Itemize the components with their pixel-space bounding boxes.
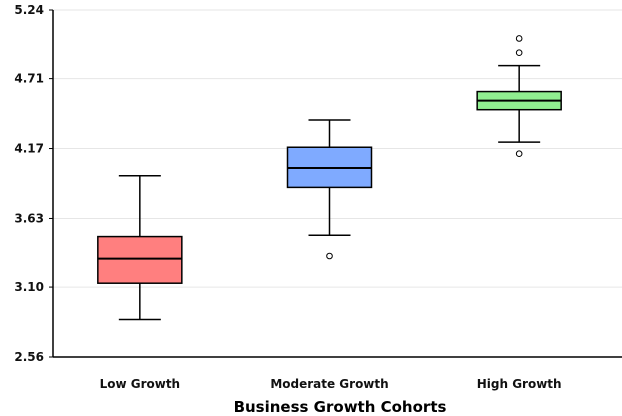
axes: [52, 10, 622, 358]
x-tick-label: High Growth: [477, 377, 562, 391]
x-axis-title: Business Growth Cohorts: [234, 398, 447, 416]
y-tick-label: 4.17: [14, 142, 44, 156]
box-group: [476, 35, 562, 158]
y-tick-label: 2.56: [14, 350, 44, 364]
x-tick-label: Moderate Growth: [270, 377, 388, 391]
boxes: [97, 35, 562, 321]
outlier-point: [515, 35, 523, 42]
x-tick-labels: Low Growth Moderate Growth High Growth: [100, 377, 562, 391]
y-tick-label: 3.63: [14, 211, 44, 225]
x-tick-label: Low Growth: [100, 377, 181, 391]
y-tick-labels: 2.56 3.10 3.63 4.17 4.71 5.24: [14, 3, 53, 364]
outlier-point: [515, 150, 523, 158]
box-group: [97, 174, 183, 321]
box-iqr: [97, 235, 183, 284]
y-tick-label: 3.10: [14, 280, 44, 294]
y-tick-label: 5.24: [14, 3, 44, 17]
outlier-point: [515, 49, 523, 57]
y-tick-label: 4.71: [14, 72, 44, 86]
box-group: [286, 119, 373, 260]
outlier-point: [326, 252, 333, 260]
